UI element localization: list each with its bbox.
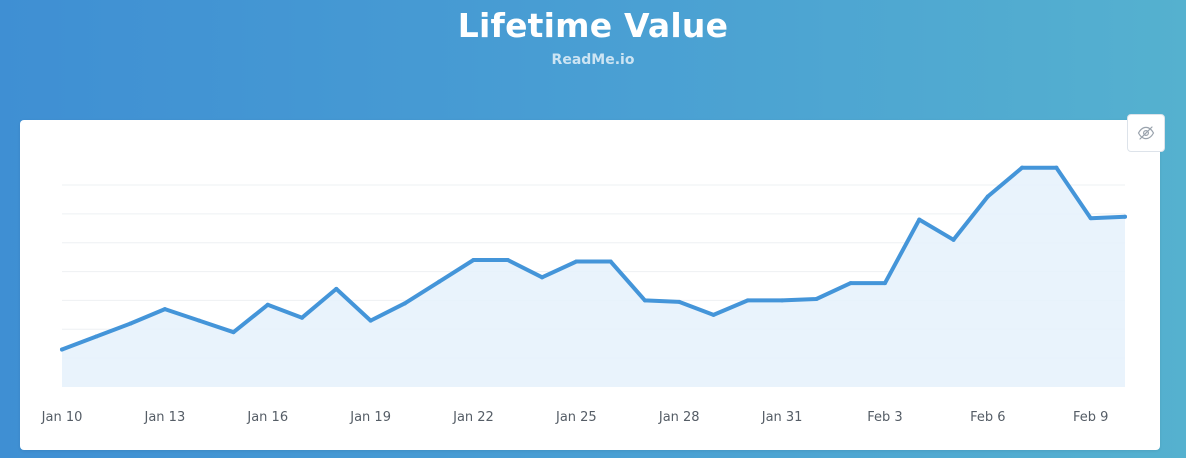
x-tick-label: Jan 22 bbox=[452, 410, 494, 425]
data-point-13 bbox=[505, 258, 510, 263]
data-point-26 bbox=[951, 237, 956, 242]
series-line bbox=[60, 165, 1127, 352]
data-point-12 bbox=[471, 258, 476, 263]
x-tick-label: Jan 10 bbox=[41, 410, 83, 425]
data-point-21 bbox=[780, 298, 785, 303]
data-point-8 bbox=[334, 286, 339, 291]
data-point-30 bbox=[1088, 216, 1093, 221]
data-points bbox=[60, 165, 1127, 352]
x-tick-label: Jan 28 bbox=[658, 410, 700, 425]
x-tick-label: Feb 9 bbox=[1073, 410, 1108, 425]
x-tick-label: Feb 6 bbox=[970, 410, 1005, 425]
data-point-25 bbox=[917, 217, 922, 222]
x-axis-ticks: Jan 10 Jan 13 Jan 16 Jan 19 Jan 22 Jan 25 Jan … bbox=[41, 410, 1109, 425]
page-title: Lifetime Value bbox=[457, 6, 729, 45]
x-tick-label: Jan 25 bbox=[555, 410, 597, 425]
data-point-0 bbox=[60, 347, 64, 352]
data-point-16 bbox=[608, 259, 613, 264]
data-point-1 bbox=[94, 334, 99, 339]
hide-chart-toggle[interactable] bbox=[1127, 114, 1165, 152]
data-point-22 bbox=[814, 296, 819, 301]
data-point-2 bbox=[128, 321, 133, 326]
x-tick-label: Jan 13 bbox=[144, 410, 186, 425]
data-point-24 bbox=[882, 281, 887, 286]
data-point-4 bbox=[197, 318, 202, 323]
data-point-3 bbox=[162, 307, 167, 312]
data-point-27 bbox=[985, 194, 990, 199]
data-point-11 bbox=[437, 279, 442, 284]
data-point-10 bbox=[402, 301, 407, 306]
data-point-9 bbox=[368, 318, 373, 323]
data-point-31 bbox=[1123, 214, 1127, 219]
data-point-28 bbox=[1020, 165, 1025, 170]
area-fill bbox=[62, 167, 1125, 387]
x-tick-label: Feb 3 bbox=[867, 410, 902, 425]
data-point-15 bbox=[574, 259, 579, 264]
x-tick-label: Jan 19 bbox=[349, 410, 391, 425]
x-tick-label: Jan 31 bbox=[761, 410, 803, 425]
data-point-18 bbox=[677, 299, 682, 304]
x-tick-label: Jan 16 bbox=[246, 410, 288, 425]
data-point-7 bbox=[300, 315, 305, 320]
data-point-23 bbox=[848, 281, 853, 286]
data-point-5 bbox=[231, 330, 236, 335]
data-point-20 bbox=[745, 298, 750, 303]
eye-off-icon bbox=[1137, 126, 1155, 140]
data-point-19 bbox=[711, 312, 716, 317]
page-subtitle: ReadMe.io bbox=[551, 52, 635, 68]
data-point-6 bbox=[265, 302, 270, 307]
data-point-29 bbox=[1054, 165, 1059, 170]
data-point-17 bbox=[642, 298, 647, 303]
data-point-14 bbox=[540, 275, 545, 280]
